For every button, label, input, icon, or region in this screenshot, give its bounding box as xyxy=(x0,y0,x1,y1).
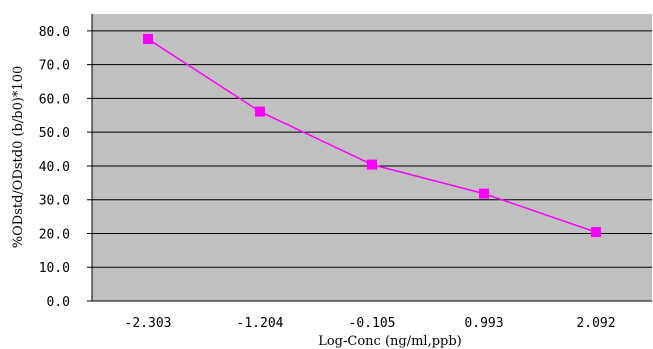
y-tick-label: 50.0 xyxy=(39,126,70,141)
data-point-marker xyxy=(591,227,601,238)
data-point-marker xyxy=(479,188,489,199)
data-point-marker xyxy=(255,106,265,117)
x-tick-label: -1.204 xyxy=(237,316,284,331)
x-tick-label: -2.303 xyxy=(125,316,172,331)
y-tick-label: 60.0 xyxy=(39,92,70,107)
y-tick-label: 40.0 xyxy=(39,160,70,175)
x-axis-title: Log-Conc (ng/ml,ppb) xyxy=(318,334,462,349)
y-tick-label: 30.0 xyxy=(39,194,70,209)
y-tick-label: 70.0 xyxy=(39,59,70,74)
y-tick-label: 80.0 xyxy=(39,25,70,40)
gridlines xyxy=(87,14,652,302)
data-point-marker xyxy=(367,159,377,170)
x-tick-label: 2.092 xyxy=(576,316,615,331)
y-tick-label: 0.0 xyxy=(47,295,70,310)
y-axis-title: %ODstd/ODstd0 (b/b0)*100 xyxy=(11,66,26,248)
x-axis-tick-labels: -2.303 -1.204 -0.105 0.993 2.092 xyxy=(125,316,616,331)
y-axis-tick-labels: 0.0 10.0 20.0 30.0 40.0 50.0 60.0 70.0 80.0 xyxy=(39,25,70,310)
data-point-marker xyxy=(143,33,153,44)
y-tick-label: 10.0 xyxy=(39,261,70,276)
series-markers xyxy=(143,33,601,238)
x-tick-label: -0.105 xyxy=(349,316,396,331)
y-tick-label: 20.0 xyxy=(39,227,70,242)
plot-area xyxy=(92,14,652,301)
x-tick-label: 0.993 xyxy=(464,316,503,331)
